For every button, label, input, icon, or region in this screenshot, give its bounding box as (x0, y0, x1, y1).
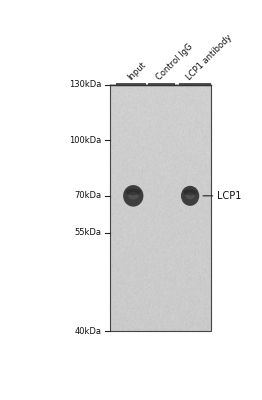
Text: 130kDa: 130kDa (69, 80, 102, 90)
Text: 40kDa: 40kDa (75, 327, 102, 336)
Ellipse shape (128, 192, 138, 200)
Ellipse shape (183, 189, 197, 195)
Ellipse shape (123, 185, 143, 207)
Ellipse shape (185, 192, 195, 199)
Text: LCP1: LCP1 (216, 191, 241, 201)
Text: Input: Input (126, 61, 148, 82)
Bar (110, 85, 211, 331)
Text: 70kDa: 70kDa (75, 191, 102, 200)
Text: LCP1 antibody: LCP1 antibody (185, 33, 234, 82)
Text: Control IgG: Control IgG (154, 42, 194, 82)
Ellipse shape (126, 189, 141, 195)
Ellipse shape (181, 186, 199, 206)
Text: 100kDa: 100kDa (69, 136, 102, 145)
Text: 55kDa: 55kDa (75, 228, 102, 237)
